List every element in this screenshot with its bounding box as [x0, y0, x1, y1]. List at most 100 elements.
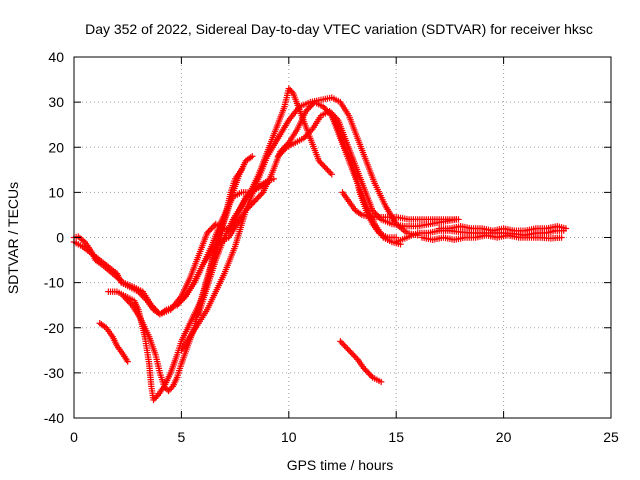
data-point: [249, 199, 257, 207]
data-point: [211, 244, 218, 252]
data-point: [372, 210, 379, 217]
data-point: [256, 192, 264, 199]
data-point: [153, 308, 161, 315]
data-point: [304, 106, 311, 113]
data-point: [209, 246, 217, 253]
data-point: [366, 371, 373, 378]
data-point: [205, 228, 212, 235]
data-point: [206, 226, 214, 234]
data-point: [123, 295, 130, 303]
data-point: [367, 372, 375, 380]
data-point: [276, 151, 283, 158]
data-point: [558, 234, 565, 241]
data-point: [120, 292, 127, 300]
data-point: [377, 378, 385, 386]
y-tick-label: -30: [44, 365, 64, 381]
data-point: [369, 207, 376, 214]
data-point: [124, 358, 131, 365]
series-arc-3: [96, 320, 131, 365]
data-point: [350, 351, 357, 359]
data-point: [302, 133, 309, 140]
data-point: [165, 387, 172, 395]
data-point: [150, 396, 157, 404]
series-arc-12: [337, 338, 385, 386]
data-point: [302, 107, 310, 115]
y-tick-label: 30: [48, 94, 64, 110]
data-point: [319, 103, 327, 110]
data-point: [324, 166, 331, 174]
x-tick-label: 10: [281, 429, 297, 445]
data-point: [341, 342, 348, 349]
x-tick-label: 20: [496, 429, 512, 445]
y-tick-label: 10: [48, 184, 64, 200]
data-point: [181, 294, 188, 301]
y-tick-label: 20: [48, 139, 64, 155]
data-point: [245, 204, 252, 211]
data-point: [244, 205, 251, 213]
series-layer: [70, 85, 570, 404]
series-arc-11: [339, 189, 462, 223]
x-axis-label: GPS time / hours: [287, 457, 394, 473]
data-point: [173, 301, 181, 309]
data-point: [249, 153, 256, 160]
data-point: [360, 365, 368, 372]
data-point: [303, 132, 310, 139]
y-tick-label: -40: [44, 410, 64, 426]
y-axis-label: SDTVAR / TECUs: [5, 182, 21, 294]
data-point: [203, 229, 211, 237]
data-point: [306, 129, 313, 136]
data-point: [455, 216, 462, 223]
data-point: [252, 196, 260, 204]
y-tick-label: 0: [56, 230, 64, 246]
data-point: [208, 247, 215, 255]
data-point: [315, 157, 323, 164]
data-point: [287, 86, 294, 94]
data-point: [375, 213, 382, 220]
data-point: [327, 109, 335, 116]
data-point: [319, 162, 327, 169]
data-point: [214, 241, 221, 249]
data-point: [242, 207, 250, 214]
data-point: [370, 208, 378, 216]
y-tick-label: -20: [44, 320, 64, 336]
data-point: [300, 135, 308, 142]
series-arc-15: [435, 223, 570, 234]
ticks: [73, 56, 612, 419]
x-tick-label: 0: [70, 429, 78, 445]
data-point: [562, 225, 570, 232]
series-arc-2: [70, 180, 271, 318]
data-point: [127, 300, 134, 307]
x-tick-label: 25: [603, 429, 619, 445]
data-point: [212, 243, 219, 250]
data-point: [161, 383, 168, 390]
data-point: [348, 350, 356, 357]
data-point: [327, 169, 334, 177]
data-point: [321, 104, 328, 112]
data-point: [288, 88, 295, 95]
series-arc-14: [418, 232, 565, 243]
data-point: [362, 366, 369, 374]
data-point: [326, 107, 333, 115]
data-point: [344, 345, 351, 353]
data-point: [178, 297, 185, 304]
data-point: [307, 103, 314, 110]
data-point: [251, 198, 258, 205]
data-point: [279, 148, 286, 155]
y-tick-label: -10: [44, 275, 64, 291]
data-point: [248, 201, 255, 208]
data-point: [176, 298, 184, 306]
data-point: [153, 393, 160, 401]
data-point: [150, 304, 158, 312]
data-point: [351, 353, 358, 360]
data-point: [347, 348, 354, 356]
data-point: [148, 301, 155, 309]
data-point: [280, 147, 287, 154]
data-point: [255, 193, 262, 201]
data-point: [308, 101, 315, 109]
data-point: [209, 223, 217, 231]
data-point: [282, 145, 289, 152]
data-point: [151, 395, 159, 402]
data-point: [325, 168, 333, 175]
data-point: [208, 225, 215, 232]
